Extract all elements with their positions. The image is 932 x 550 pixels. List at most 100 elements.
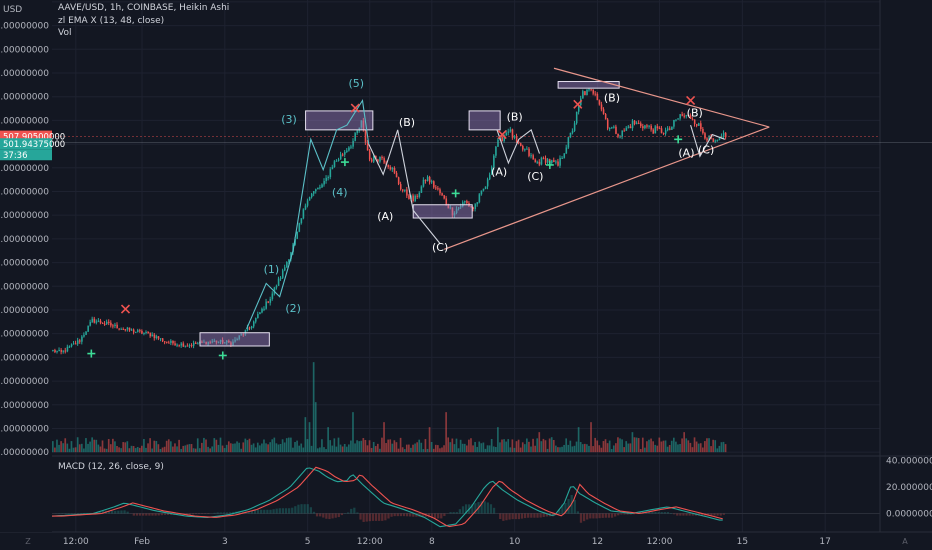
candle-body: [74, 343, 77, 345]
settings-icon: A: [902, 537, 908, 546]
candle-body: [377, 159, 379, 162]
candle-body: [186, 345, 189, 347]
candle-body: [161, 338, 164, 342]
candle-body: [284, 267, 286, 271]
volume-bar: [602, 441, 605, 453]
volume-bar: [405, 444, 408, 453]
macd-histogram-bar: [437, 513, 440, 519]
volume-bar: [695, 441, 698, 453]
macd-histogram-bar: [405, 513, 409, 517]
macd-histogram-bar: [539, 513, 542, 518]
volume-bar: [348, 444, 350, 453]
macd-pane: [51, 466, 880, 528]
candle-body: [515, 136, 518, 142]
macd-histogram-bar: [331, 513, 334, 519]
time-axis: 12:00 Feb 3 5 12:00 8 10 12 12:00 15 17: [63, 537, 831, 547]
macd-histogram-bar: [350, 508, 353, 514]
candle-body: [132, 329, 135, 333]
candle-body: [108, 321, 110, 323]
candle-body: [248, 327, 251, 329]
volume-bar: [97, 444, 100, 453]
candle-body: [265, 301, 267, 309]
candle-body: [426, 176, 429, 181]
volume-bar: [575, 441, 578, 453]
macd-histogram-bar: [151, 513, 154, 516]
candle-body: [724, 132, 727, 138]
countdown-tag: 37:36: [0, 149, 52, 161]
volume-indicator-label: Vol: [58, 28, 72, 38]
candle-body: [428, 176, 431, 183]
macd-histogram-bar: [101, 510, 104, 514]
candle-body: [660, 128, 663, 134]
candle-body: [408, 195, 410, 199]
volume-bar: [72, 447, 75, 453]
volume-bar: [56, 439, 58, 453]
volume-bar: [708, 438, 710, 453]
candle-body: [234, 339, 236, 342]
candle-body: [455, 208, 458, 214]
macd-histogram-bar: [368, 513, 371, 522]
volume-bar: [302, 447, 305, 453]
volume-bar: [356, 440, 358, 453]
candle-body: [166, 341, 168, 343]
volume-bar: [488, 445, 491, 453]
volume-bar: [331, 445, 334, 453]
candle-body: [145, 332, 147, 334]
macd-histogram-bar: [623, 513, 626, 515]
candle-body: [491, 167, 493, 175]
volume-bar: [379, 448, 381, 453]
candle-body: [671, 126, 673, 130]
candle-body: [163, 341, 166, 343]
macd-histogram-bar: [682, 513, 685, 516]
macd-histogram-bar: [61, 512, 64, 514]
volume-bar: [447, 437, 450, 453]
candle-body: [530, 155, 532, 157]
volume-bar: [635, 437, 638, 453]
macd-histogram-bar: [415, 513, 418, 517]
volume-bar: [118, 447, 120, 453]
wave-label: (B): [687, 107, 703, 120]
candle-body: [68, 346, 71, 348]
macd-histogram-bar: [666, 512, 670, 514]
last-price-tag: 507.90500000: [0, 130, 65, 143]
volume-bar: [662, 440, 665, 453]
candle-body: [368, 150, 371, 160]
volume-bar: [455, 438, 458, 453]
candle-body: [211, 341, 214, 343]
candle-body: [623, 130, 626, 132]
grid-lines: [52, 0, 880, 532]
volume-bar: [165, 440, 168, 453]
volume-bar: [596, 440, 599, 453]
macd-histogram-bar: [135, 513, 139, 516]
volume-bar: [567, 444, 570, 453]
macd-histogram-bar: [278, 508, 281, 514]
macd-histogram-bar: [610, 513, 614, 518]
candle-body: [666, 128, 669, 131]
macd-histogram-bar: [530, 513, 533, 518]
volume-bar: [285, 438, 288, 453]
macd-histogram-bar: [232, 511, 235, 514]
volume-bar: [697, 443, 700, 453]
volume-bar: [660, 441, 663, 453]
macd-histogram-bar: [378, 513, 381, 521]
candle-body: [391, 168, 394, 170]
volume-bar: [184, 445, 187, 453]
candle-body: [559, 157, 561, 166]
volume-bar: [666, 446, 669, 453]
volume-bar: [453, 444, 456, 453]
volume-bar: [211, 446, 214, 453]
candle-body: [677, 118, 679, 120]
candle-body: [604, 113, 607, 120]
candle-body: [615, 126, 617, 134]
volume-bar: [376, 443, 379, 453]
candle-body: [389, 167, 392, 170]
trend-line: [444, 126, 770, 250]
buy-marker: [218, 351, 227, 360]
volume-bar: [256, 442, 259, 453]
candle-body: [646, 125, 648, 127]
candle-body: [139, 330, 141, 332]
candle-body: [478, 194, 481, 203]
volume-bar: [159, 448, 162, 453]
